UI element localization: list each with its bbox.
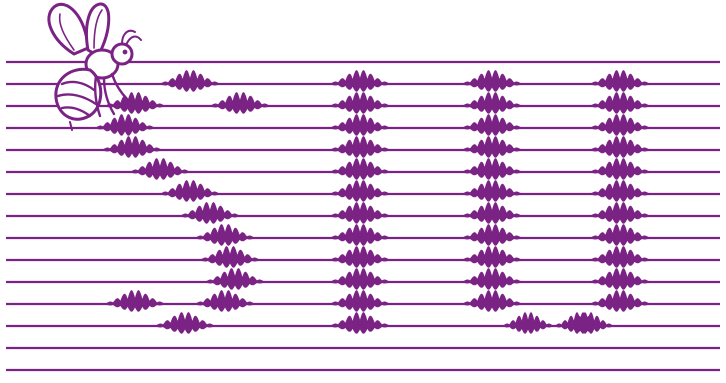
wave-burst <box>101 290 169 312</box>
wave-burst <box>458 180 526 202</box>
wave-burst <box>326 202 394 224</box>
wave-burst <box>586 180 654 202</box>
wave-burst <box>98 136 166 158</box>
wave-burst <box>586 114 654 136</box>
wave-burst <box>326 114 394 136</box>
bee-icon <box>47 2 142 131</box>
wave-burst <box>326 70 394 92</box>
wave-burst <box>458 136 526 158</box>
wave-burst <box>551 312 609 334</box>
wave-burst <box>201 268 269 290</box>
wave-burst <box>326 158 394 180</box>
wave-burst <box>326 246 394 268</box>
wave-burst <box>458 224 526 246</box>
wave-burst <box>151 312 219 334</box>
wave-burst <box>458 290 526 312</box>
wave-burst <box>458 114 526 136</box>
wave-burst <box>499 312 557 334</box>
wave-burst <box>326 312 394 334</box>
wave-burst <box>326 136 394 158</box>
wave-burst <box>206 92 274 114</box>
wave-burst <box>126 158 194 180</box>
wave-burst <box>191 224 259 246</box>
wave-burst <box>326 180 394 202</box>
wave-burst <box>586 202 654 224</box>
wave-burst <box>586 268 654 290</box>
wave-burst <box>156 180 224 202</box>
wave-burst <box>326 268 394 290</box>
wave-burst <box>176 202 244 224</box>
wave-burst <box>586 136 654 158</box>
wave-burst <box>326 92 394 114</box>
wave-burst <box>458 92 526 114</box>
wave-burst <box>191 290 259 312</box>
wave-burst <box>156 70 224 92</box>
wave-burst <box>458 246 526 268</box>
wave-burst <box>91 114 159 136</box>
wave-burst <box>586 92 654 114</box>
wave-burst <box>458 202 526 224</box>
wave-burst <box>458 70 526 92</box>
wave-burst <box>458 158 526 180</box>
wave-bursts <box>91 70 654 334</box>
wave-burst <box>586 158 654 180</box>
wave-burst <box>196 246 264 268</box>
wave-burst <box>458 268 526 290</box>
wave-burst <box>586 290 654 312</box>
wave-burst <box>326 290 394 312</box>
wave-burst <box>586 246 654 268</box>
wave-burst <box>586 70 654 92</box>
wave-burst <box>326 224 394 246</box>
wave-burst <box>586 224 654 246</box>
